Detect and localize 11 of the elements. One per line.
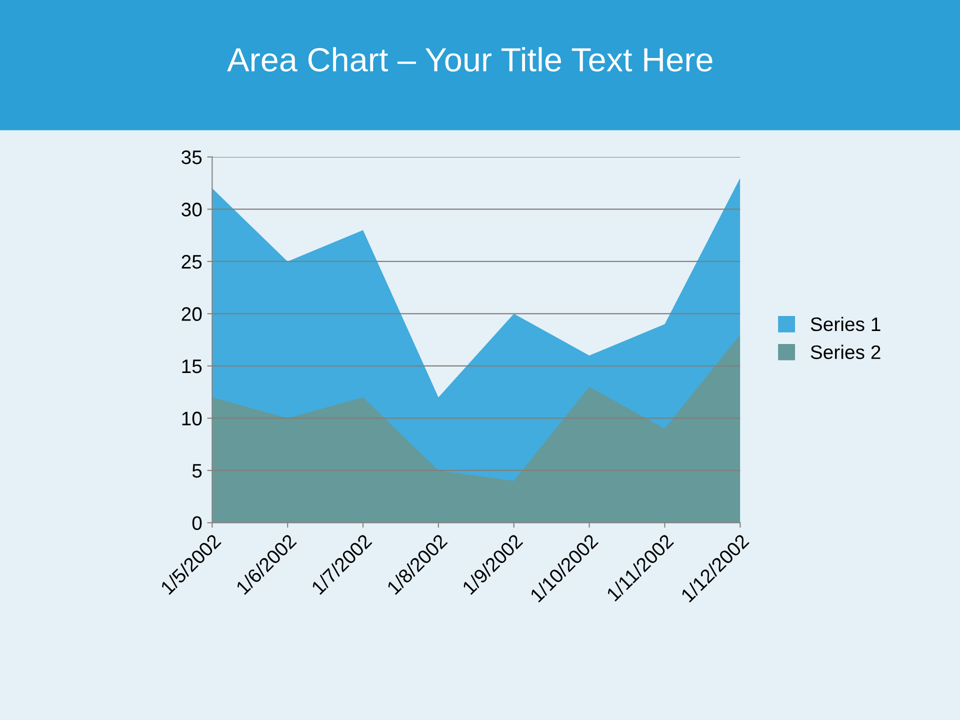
chart-title: Area Chart – Your Title Text Here: [227, 47, 712, 72]
y-tick-label: 15: [182, 360, 202, 374]
y-tick-label: 10: [182, 412, 202, 426]
legend-label: Series 1: [810, 316, 880, 332]
legend-label: Series 2: [810, 344, 880, 360]
y-tick-label: 25: [182, 254, 202, 269]
y-tick-label: 35: [182, 150, 202, 164]
y-tick-label: 30: [182, 202, 202, 216]
y-tick-label: 0: [192, 516, 202, 530]
y-tick-label: 5: [192, 464, 202, 478]
y-tick-label: 20: [182, 307, 202, 321]
